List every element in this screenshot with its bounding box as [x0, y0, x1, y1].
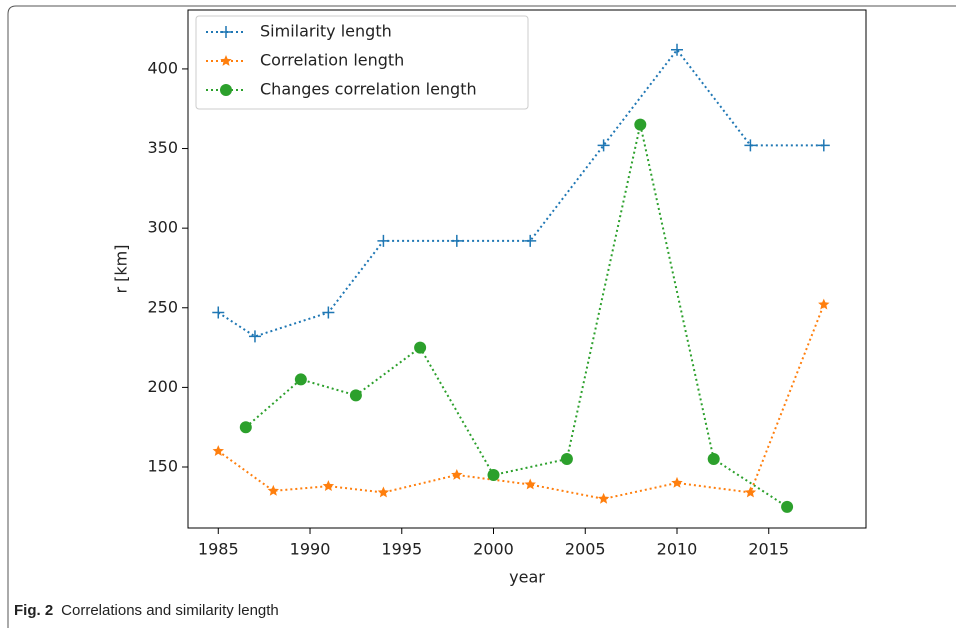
legend-marker: [220, 55, 232, 66]
marker-star: [451, 468, 463, 480]
marker-star: [267, 484, 280, 496]
marker-plus: [248, 330, 261, 343]
marker-star: [597, 492, 610, 504]
y-tick-label: 300: [147, 218, 178, 237]
legend-label: Similarity length: [260, 22, 392, 41]
marker-circle: [707, 453, 720, 466]
marker-circle: [294, 373, 307, 386]
y-tick-label: 150: [147, 457, 178, 476]
marker-star: [744, 486, 757, 498]
marker-circle: [487, 468, 500, 481]
legend-label: Correlation length: [260, 51, 404, 70]
x-axis-label: year: [509, 568, 545, 587]
caption-label: Fig. 2: [14, 602, 53, 619]
marker-circle: [349, 389, 362, 402]
marker-circle: [239, 421, 252, 434]
legend-marker: [220, 84, 232, 96]
series-line: [245, 124, 788, 508]
marker-circle: [560, 453, 573, 466]
x-tick-label: 1985: [198, 540, 239, 559]
x-tick-label: 1995: [381, 540, 422, 559]
legend-label: Changes correlation length: [260, 80, 477, 99]
series-line: [217, 48, 824, 338]
plot-area: [187, 9, 867, 529]
marker-star: [818, 298, 830, 310]
legend-box: [195, 15, 529, 110]
marker-circle: [634, 118, 647, 131]
x-tick-label: 2015: [748, 540, 789, 559]
marker-star: [524, 478, 536, 490]
y-tick-label: 250: [147, 297, 178, 316]
x-tick-label: 2010: [657, 540, 698, 559]
caption-text: Correlations and similarity length: [61, 602, 279, 619]
marker-plus: [322, 306, 335, 319]
marker-star: [322, 480, 335, 491]
marker-circle: [781, 500, 794, 513]
legend-marker: [220, 26, 232, 38]
legend: Similarity length Correlation length Chang…: [195, 15, 529, 110]
marker-star: [212, 445, 224, 456]
y-axis-label: r [km]: [112, 245, 131, 294]
marker-star: [671, 476, 683, 488]
marker-plus: [377, 234, 390, 247]
x-tick-label: 2005: [565, 540, 606, 559]
marker-plus: [450, 234, 463, 247]
x-tick-label: 2000: [473, 540, 514, 559]
marker-circle: [414, 341, 427, 354]
marker-plus: [524, 234, 537, 247]
frame: [7, 5, 956, 628]
marker-plus: [744, 139, 757, 152]
marker-plus: [817, 139, 830, 152]
marker-plus: [671, 43, 684, 56]
caption: Fig. 2 Correlations and similarity length: [14, 602, 279, 619]
marker-plus: [212, 306, 225, 319]
x-tick-label: 1990: [290, 540, 331, 559]
marker-plus: [597, 139, 610, 152]
y-tick-label: 400: [147, 58, 178, 77]
y-tick-label: 200: [147, 377, 178, 396]
marker-star: [377, 486, 390, 498]
y-tick-label: 350: [147, 138, 178, 157]
